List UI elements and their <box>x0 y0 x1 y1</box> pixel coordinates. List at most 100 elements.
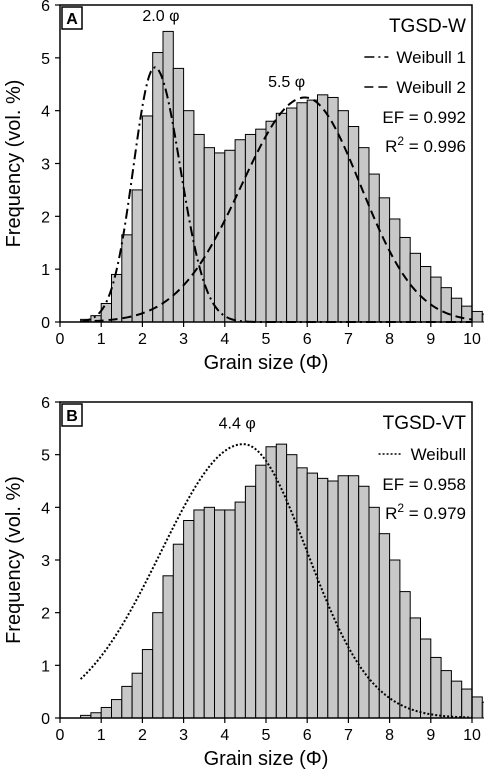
bar <box>337 110 349 323</box>
bar <box>172 67 185 323</box>
series-title: TGSD-VT <box>383 413 467 434</box>
y-tick-label: 0 <box>41 711 50 728</box>
bar <box>481 313 484 323</box>
bar <box>347 475 360 719</box>
legend-label: Weibull 2 <box>396 78 466 97</box>
bar <box>368 506 380 719</box>
bar <box>224 509 236 719</box>
bar <box>296 102 308 323</box>
bar <box>244 485 257 719</box>
x-tick-label: 0 <box>56 727 65 744</box>
bar <box>347 126 360 323</box>
bar <box>399 236 411 323</box>
bar <box>224 149 236 323</box>
x-tick-label: 8 <box>385 331 394 348</box>
panel-label-box <box>61 6 83 30</box>
bars <box>80 30 484 323</box>
bar <box>306 472 319 719</box>
bar <box>420 638 432 719</box>
bar <box>121 234 133 323</box>
bar <box>234 139 246 323</box>
y-tick-label: 3 <box>41 157 50 174</box>
legend-label: Weibull <box>411 445 466 464</box>
stat-r2: R2 = 0.996 <box>385 134 466 156</box>
bar <box>389 218 401 323</box>
y-tick-label: 4 <box>41 500 50 517</box>
x-tick-label: 4 <box>220 727 229 744</box>
x-tick-label: 9 <box>426 727 435 744</box>
x-tick-label: 3 <box>179 331 188 348</box>
bar <box>430 276 442 323</box>
bar <box>337 475 349 719</box>
fit-curve <box>79 443 473 719</box>
bar <box>286 107 298 323</box>
bar <box>296 467 308 719</box>
stat-ef: EF = 0.958 <box>382 475 466 494</box>
bar <box>162 30 174 323</box>
bar <box>141 649 154 719</box>
bar <box>440 670 452 719</box>
peak-annotation: 4.4 φ <box>219 415 256 432</box>
bar <box>481 701 484 719</box>
bar <box>152 52 164 323</box>
bar <box>265 120 277 323</box>
y-axis-label: Frequency (vol. %) <box>3 80 25 248</box>
y-tick-label: 5 <box>41 448 50 465</box>
x-axis-label: Grain size (Φ) <box>204 352 329 374</box>
panel-label: B <box>66 408 78 425</box>
y-tick-label: 1 <box>41 262 50 279</box>
x-tick-label: 4 <box>220 331 229 348</box>
bar <box>121 685 133 719</box>
panel-label-box <box>61 403 83 427</box>
bar <box>193 133 205 323</box>
bar <box>244 133 257 323</box>
bar <box>275 112 288 323</box>
x-tick-label: 6 <box>303 331 312 348</box>
bar <box>440 287 452 323</box>
x-tick-label: 2 <box>138 727 147 744</box>
bar <box>409 617 422 719</box>
y-tick-label: 2 <box>41 209 50 226</box>
bar <box>172 543 185 719</box>
bar <box>389 559 401 719</box>
x-tick-label: 5 <box>262 331 271 348</box>
bar <box>203 147 215 323</box>
bar <box>183 520 195 719</box>
x-tick-label: 0 <box>56 331 65 348</box>
bar <box>420 266 432 323</box>
bar <box>234 501 246 719</box>
x-tick-label: 7 <box>344 727 353 744</box>
bar <box>358 485 370 719</box>
bar <box>162 575 174 719</box>
fit-curve <box>80 96 473 323</box>
bar <box>100 706 112 719</box>
stat-r2: R2 = 0.979 <box>385 501 466 523</box>
bar <box>450 680 463 719</box>
x-tick-label: 7 <box>344 331 353 348</box>
peak-annotation: 5.5 φ <box>268 74 305 91</box>
x-tick-label: 1 <box>97 727 106 744</box>
bar <box>306 99 319 323</box>
chart-panel-b: 0 1 2 3 4 5 6 7 8 9 10 0 1 2 3 4 5 6 Grain size (Φ) Frequen… <box>3 395 484 770</box>
bar <box>255 464 267 719</box>
y-tick-label: 4 <box>41 104 50 121</box>
bar <box>131 672 143 719</box>
x-tick-label: 6 <box>303 727 312 744</box>
bar <box>378 197 391 323</box>
chart-panel-a: 0 1 2 3 4 5 6 7 8 9 10 0 1 2 3 4 5 6 Grain size (Φ) Frequen… <box>3 0 484 374</box>
bar <box>203 506 215 719</box>
bar <box>265 446 277 719</box>
y-tick-label: 2 <box>41 606 50 623</box>
y-tick-label: 6 <box>41 0 50 15</box>
bar <box>399 591 411 719</box>
bar <box>378 533 391 719</box>
y-axis-label: Frequency (vol. %) <box>3 476 25 644</box>
bar <box>461 688 473 719</box>
bar <box>317 94 329 323</box>
bar <box>275 443 288 719</box>
bar <box>90 712 102 719</box>
bar <box>255 128 267 323</box>
x-tick-label: 10 <box>463 727 481 744</box>
x-axis-label: Grain size (Φ) <box>204 748 329 770</box>
